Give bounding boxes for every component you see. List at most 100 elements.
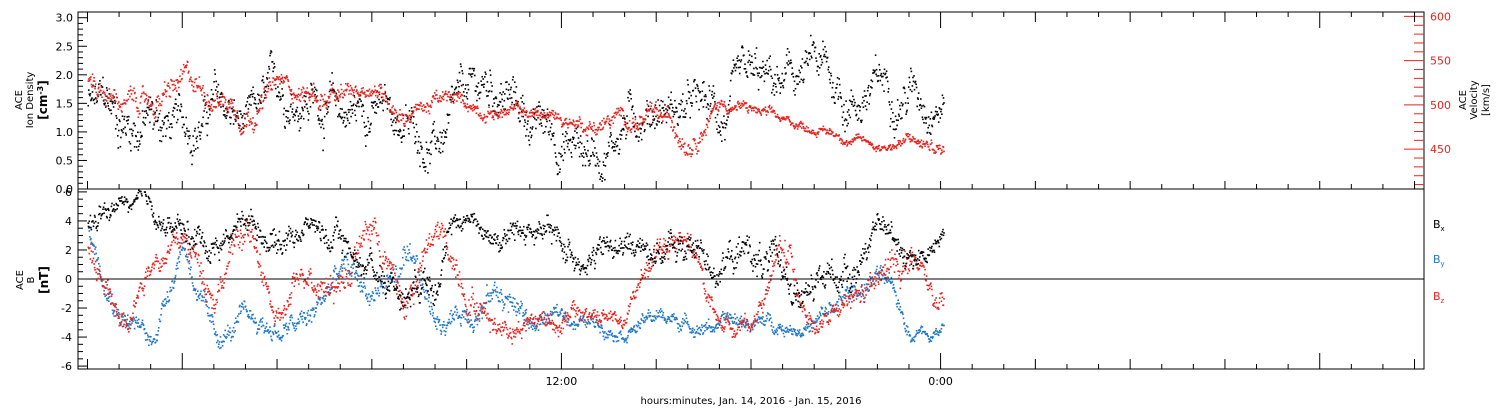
by-point: [782, 325, 784, 327]
velocity-point: [257, 113, 259, 115]
velocity-point: [460, 102, 462, 104]
velocity-point: [153, 122, 155, 124]
ion-density-point: [618, 153, 620, 155]
ion-density-point: [705, 96, 707, 98]
ion-density-point: [828, 72, 830, 74]
ion-density-point: [554, 144, 556, 146]
ion-density-point: [142, 110, 144, 112]
ion-density-point: [449, 114, 451, 116]
ion-density-point: [842, 117, 844, 119]
by-point: [632, 331, 634, 333]
ion-density-point: [893, 121, 895, 123]
velocity-point: [210, 106, 212, 108]
velocity-point: [250, 118, 252, 120]
ion-density-point: [887, 91, 889, 93]
velocity-point: [154, 113, 156, 115]
ion-density-point: [493, 98, 495, 100]
ion-density-point: [658, 121, 660, 123]
ion-density-point: [340, 108, 342, 110]
by-point: [762, 318, 764, 320]
by-point: [280, 338, 282, 340]
velocity-point: [311, 89, 313, 91]
ion-density-point: [798, 70, 800, 72]
ion-density-point: [787, 48, 789, 50]
velocity-point: [377, 97, 379, 99]
by-point: [325, 298, 327, 300]
ion-density-point: [286, 121, 288, 123]
velocity-point: [603, 118, 605, 120]
by-point: [491, 298, 493, 300]
velocity-point: [495, 114, 497, 116]
by-point: [661, 310, 663, 312]
ion-density-point: [555, 156, 557, 158]
ion-density-point: [435, 143, 437, 145]
by-point: [534, 328, 536, 330]
velocity-point: [921, 140, 923, 142]
velocity-point: [803, 128, 805, 130]
velocity-point: [141, 95, 143, 97]
by-point: [227, 334, 229, 336]
ion-density-point: [865, 105, 867, 107]
ion-density-point: [519, 120, 521, 122]
ion-density-point: [477, 86, 479, 88]
velocity-point: [368, 90, 370, 92]
velocity-point: [348, 86, 350, 88]
ion-density-point: [818, 53, 820, 55]
ion-density-point: [433, 129, 435, 131]
velocity-point: [115, 93, 117, 95]
ion-density-point: [679, 116, 681, 118]
velocity-point: [373, 91, 375, 93]
velocity-point: [704, 132, 706, 134]
ion-density-point: [290, 106, 292, 108]
velocity-point: [891, 148, 893, 150]
ion-density-point: [886, 76, 888, 78]
ion-density-point: [184, 132, 186, 134]
velocity-point: [248, 111, 250, 113]
by-point: [445, 331, 447, 333]
velocity-point: [90, 79, 92, 81]
ion-density-point: [867, 87, 869, 89]
velocity-point: [530, 116, 532, 118]
ion-density-point: [115, 115, 117, 117]
velocity-point: [672, 122, 674, 124]
by-point: [673, 315, 675, 317]
by-point: [207, 306, 209, 308]
ion-density-point: [745, 68, 747, 70]
by-point: [175, 275, 177, 277]
by-point: [272, 332, 274, 334]
ion-density-point: [574, 130, 576, 132]
ion-density-point: [155, 99, 157, 101]
velocity-point: [446, 100, 448, 102]
velocity-point: [127, 93, 129, 95]
by-point: [122, 319, 124, 321]
ion-density-point: [898, 114, 900, 116]
ion-density-point: [788, 60, 790, 62]
ion-density-point: [426, 142, 428, 144]
by-point: [457, 312, 459, 314]
ion-density-point: [256, 108, 258, 110]
by-point: [407, 246, 409, 248]
velocity-point: [459, 92, 461, 94]
ion-density-point: [516, 86, 518, 88]
ion-density-point: [467, 98, 469, 100]
ion-density-point: [525, 122, 527, 124]
ion-density-point: [692, 102, 694, 104]
ion-density-point: [451, 86, 453, 88]
by-point: [124, 315, 126, 317]
by-point: [165, 298, 167, 300]
velocity-point: [221, 96, 223, 98]
velocity-point: [253, 132, 255, 134]
ion-density-point: [478, 82, 480, 84]
velocity-point: [120, 104, 122, 106]
by-point: [190, 267, 192, 269]
by-point: [298, 318, 300, 320]
velocity-point: [525, 114, 527, 116]
by-point: [683, 322, 685, 324]
by-point: [706, 322, 708, 324]
ion-density-point: [482, 78, 484, 80]
ion-density-point: [738, 59, 740, 61]
ion-density-point: [382, 110, 384, 112]
velocity-point: [546, 114, 548, 116]
velocity-point: [690, 153, 692, 155]
by-point: [572, 324, 574, 326]
